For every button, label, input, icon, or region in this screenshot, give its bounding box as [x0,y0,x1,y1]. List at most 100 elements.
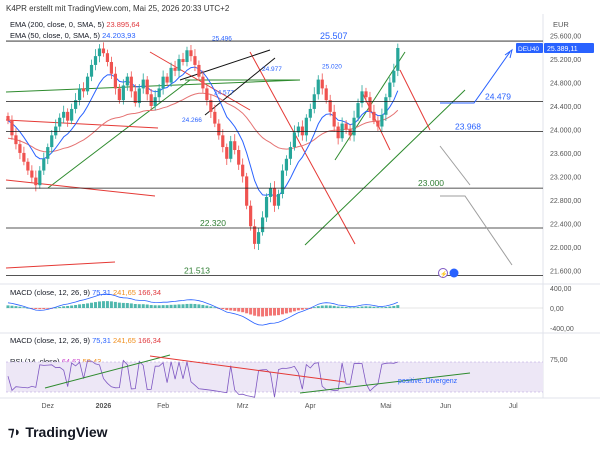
macd-histogram-bar [86,303,90,308]
candle-body [121,85,125,101]
macd-histogram-bar [145,304,149,308]
swing-label: 24.977 [262,66,282,73]
candle-body [260,217,265,233]
candle-body [256,232,261,244]
currency-label: EUR [553,20,569,29]
trend-line [204,57,276,116]
macd-histogram-bar [396,305,400,308]
macd-histogram-bar [34,308,38,310]
macd-histogram-bar [384,306,388,308]
candle-body [101,48,106,54]
macd-histogram-bar [300,308,304,310]
blue-arrow-head [504,48,513,59]
macd-histogram-bar [58,306,62,308]
symbol-label: DEU40 [518,46,539,53]
candle-body [368,97,372,112]
candle-body [348,129,352,136]
macd-histogram-bar [388,306,392,308]
macd-histogram-bar [22,307,26,309]
rsi-divergence-line [299,372,471,394]
y-tick-label: 25.600,00 [550,34,581,41]
macd-histogram-bar [129,303,133,308]
macd-y-tick: -400,00 [550,326,574,333]
level-drawings: 25.507 24.479 23.968 23.000 22.320 21.513 25.4… [6,31,594,278]
macd-histogram-bar [261,308,265,317]
swing-label: 24.266 [182,117,202,124]
macd2-value-2: 241,65 [113,336,136,345]
macd-label: MACD (close, 12, 26, 9) [10,288,91,297]
macd-histogram-bar [141,304,145,308]
macd-histogram-bar [273,308,276,316]
candle-body [253,226,257,244]
candle-body [209,100,213,112]
candle-body [360,91,364,104]
candle-body [336,126,340,139]
grid-lines [0,14,600,399]
macd-histogram-bar [97,301,101,308]
macd-legend: MACD (close, 12, 26, 9) 75,31 241,65 166… [10,288,161,297]
macd-histogram-bar [82,303,86,308]
macd-histogram-bar [288,308,292,313]
macd-histogram-bar [392,305,396,308]
macd-histogram-bar [372,306,376,308]
macd-histogram-bar [117,302,121,308]
trend-line [5,79,301,93]
candle-body [237,150,241,165]
macd-value-2: 241,65 [113,288,136,297]
candle-body [332,111,336,127]
macd-histogram-bar [340,306,344,308]
macd-histogram-bar [241,308,245,313]
macd-y-tick: 0,00 [550,306,564,313]
lightning-glyph: ⚡ [440,270,447,278]
candle-body [324,88,328,101]
macd-histogram-bar [42,308,46,310]
y-tick-label: 23.600,00 [550,151,581,158]
candle-body [18,144,22,153]
horizontal-level-label: 23.968 [455,121,481,131]
candle-body [245,176,249,206]
macd-histogram-bar [312,307,316,308]
candle-body [264,196,269,218]
time-axis: Dez 2026 Feb Mrz Apr Mai Jun Jul [42,403,519,410]
candle-body [221,135,225,148]
rsi-trend-line [149,355,346,383]
x-tick-label: Feb [157,403,169,410]
macd-histogram-bar [193,303,197,308]
y-tick-label: 23.200,00 [550,174,581,181]
macd-histogram-bar [284,308,288,314]
candle-body [30,170,34,178]
y-tick-label: 21.600,00 [550,268,581,275]
y-tick-label: 22.400,00 [550,221,581,228]
candle-body [388,82,392,98]
macd-histogram-bar [245,308,249,314]
macd-histogram-bar [14,306,18,308]
candle-body [141,79,145,89]
candle-body [276,194,281,206]
rsi-label: RSI (14, close) [10,357,60,366]
candle-body [97,48,102,57]
candle-body [308,108,312,118]
candle-body [81,88,86,92]
candle-body [74,100,78,109]
macd-histogram-bar [332,305,336,308]
macd2-legend: MACD (close, 12, 26, 9) 75,31 241,65 166… [10,336,161,345]
y-tick-label: 25.200,00 [550,57,581,64]
candle-body [58,117,62,127]
candle-body [117,88,121,101]
candle-body [376,120,380,127]
candle-body [217,123,221,136]
candle-body [229,141,233,159]
candle-body [284,158,289,171]
trend-line [5,119,159,129]
ema50-value: 24.203,93 [102,31,136,40]
x-tick-label: Apr [305,403,317,410]
trendline-drawings [5,49,466,269]
price-axis: EUR 25.600,00 25.200,00 24.800,00 24.400,00 2… [550,20,581,275]
candle-body [145,79,149,95]
macd2-value-3: 166,34 [138,336,161,345]
macd-histogram-bar [70,305,74,308]
horizontal-level-label: 21.513 [184,265,210,275]
candle-body [109,62,114,74]
rsi-annotation: positive. Divergenz [398,378,458,385]
